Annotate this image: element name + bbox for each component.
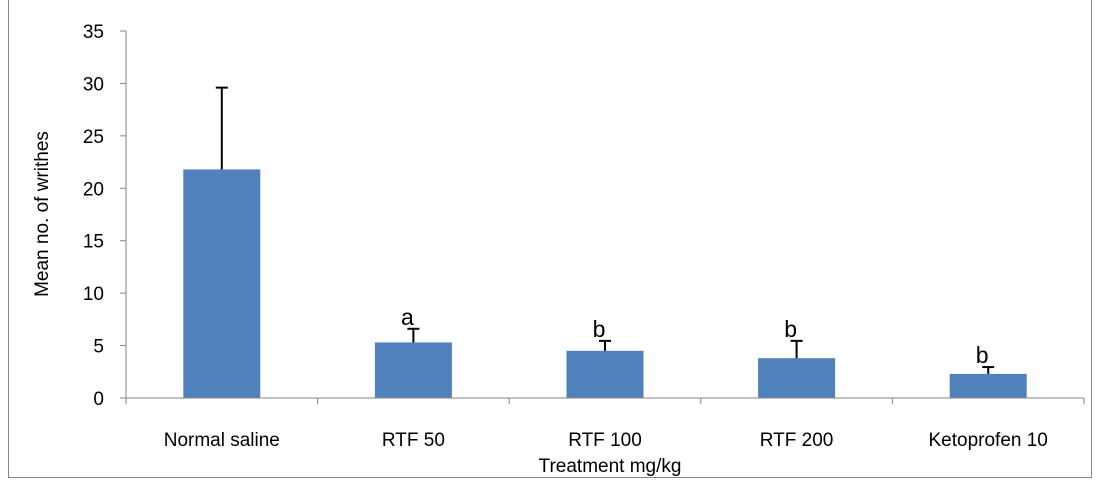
x-category-label: RTF 200 (760, 430, 834, 451)
x-category-label: RTF 50 (382, 430, 445, 451)
x-category-label: Ketoprofen 10 (929, 430, 1048, 451)
bar (183, 169, 261, 398)
x-axis-category-labels: Normal saline RTF 50 RTF 100 RTF 200 Ketopro… (164, 430, 1048, 451)
x-category-label: RTF 100 (568, 430, 642, 451)
error-bars (215, 86, 995, 374)
y-tick-label: 25 (83, 127, 104, 148)
x-axis-title: Treatment mg/kg (539, 456, 682, 477)
bar (374, 342, 452, 398)
bar (566, 350, 644, 398)
y-tick-label: 5 (93, 337, 104, 358)
significance-label: a (401, 304, 414, 330)
y-tick-label: 30 (83, 74, 104, 95)
y-tick-label: 35 (83, 22, 104, 43)
y-tick-label: 10 (83, 284, 104, 305)
significance-label: b (976, 342, 989, 368)
significance-label: b (784, 316, 797, 342)
significance-label: b (593, 316, 606, 342)
y-tick-label: 20 (83, 179, 104, 200)
x-category-label: Normal saline (164, 430, 280, 451)
significance-labels: a b b b (401, 304, 989, 368)
bars (183, 169, 1027, 398)
y-tick-label: 15 (83, 232, 104, 253)
bar (949, 373, 1027, 398)
bar (758, 358, 836, 398)
y-tick-label: 0 (93, 389, 104, 410)
y-axis-title: Mean no. of writhes (32, 131, 53, 297)
y-axis-ticks: 0 5 10 15 20 25 30 35 (83, 22, 1085, 410)
